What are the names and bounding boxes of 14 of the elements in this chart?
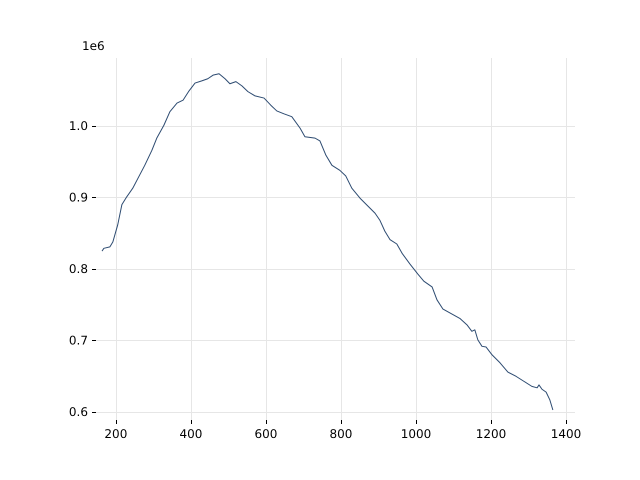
text: 1e6 (82, 39, 105, 53)
x-tick-label: 1000 (400, 427, 432, 441)
x-tick-label: 1200 (476, 427, 506, 441)
x-tick-label: 400 (179, 427, 202, 441)
y-tick-label: 0.7 (68, 334, 88, 348)
x-tick-label: 1400 (550, 427, 582, 441)
y-tick-label: 0.6 (68, 405, 88, 420)
y-tick-label: 0.9 (68, 190, 88, 205)
y-tick-label: 0.8 (68, 262, 88, 276)
y-tick-label: 1.0 (68, 118, 88, 133)
x-tick-label: 200 (104, 427, 128, 441)
line-series (102, 73, 554, 410)
x-tick-label: 600 (254, 427, 278, 441)
x-tick-label: 800 (329, 427, 352, 441)
